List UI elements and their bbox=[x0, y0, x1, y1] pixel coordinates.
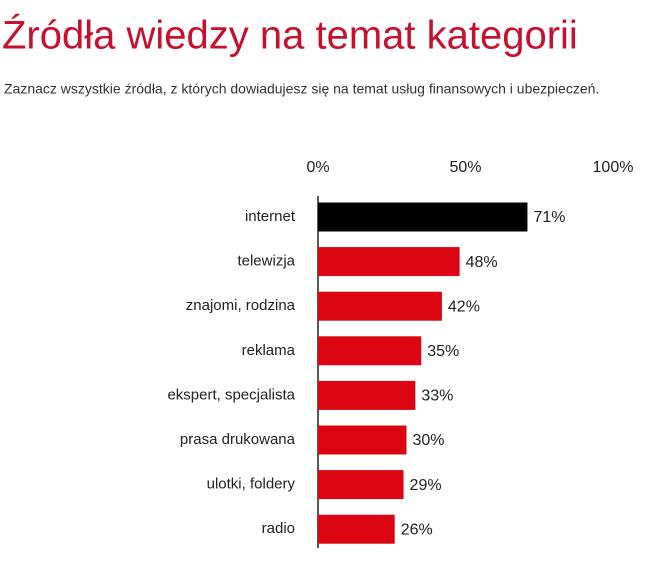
bar bbox=[318, 291, 442, 321]
value-label: 30% bbox=[413, 432, 445, 449]
chart-subtitle: Zaznacz wszystkie źródła, z których dowi… bbox=[4, 81, 599, 97]
bar bbox=[318, 380, 416, 410]
bar bbox=[318, 202, 528, 232]
bar bbox=[318, 247, 460, 277]
category-label: ulotki, foldery bbox=[207, 476, 296, 493]
bar bbox=[318, 470, 404, 500]
category-label: reklama bbox=[242, 342, 296, 359]
bar bbox=[318, 336, 422, 366]
value-label: 48% bbox=[466, 254, 498, 271]
x-tick-label: 50% bbox=[449, 159, 481, 176]
chart-title: Źródła wiedzy na temat kategorii bbox=[2, 13, 578, 58]
value-label: 26% bbox=[401, 521, 433, 538]
value-label: 42% bbox=[448, 298, 480, 315]
value-label: 29% bbox=[410, 477, 442, 494]
value-label: 71% bbox=[533, 209, 565, 226]
category-label: internet bbox=[245, 208, 296, 225]
x-tick-label: 0% bbox=[306, 159, 329, 176]
bar bbox=[318, 425, 407, 455]
category-label: telewizja bbox=[237, 253, 295, 270]
category-label: prasa drukowana bbox=[180, 431, 296, 448]
x-tick-label: 100% bbox=[593, 159, 634, 176]
category-label: ekspert, specjalista bbox=[167, 386, 295, 403]
value-label: 35% bbox=[427, 343, 459, 360]
bar bbox=[318, 514, 395, 544]
value-label: 33% bbox=[421, 388, 453, 405]
category-label: znajomi, rodzina bbox=[186, 297, 296, 314]
category-label: radio bbox=[262, 520, 295, 537]
